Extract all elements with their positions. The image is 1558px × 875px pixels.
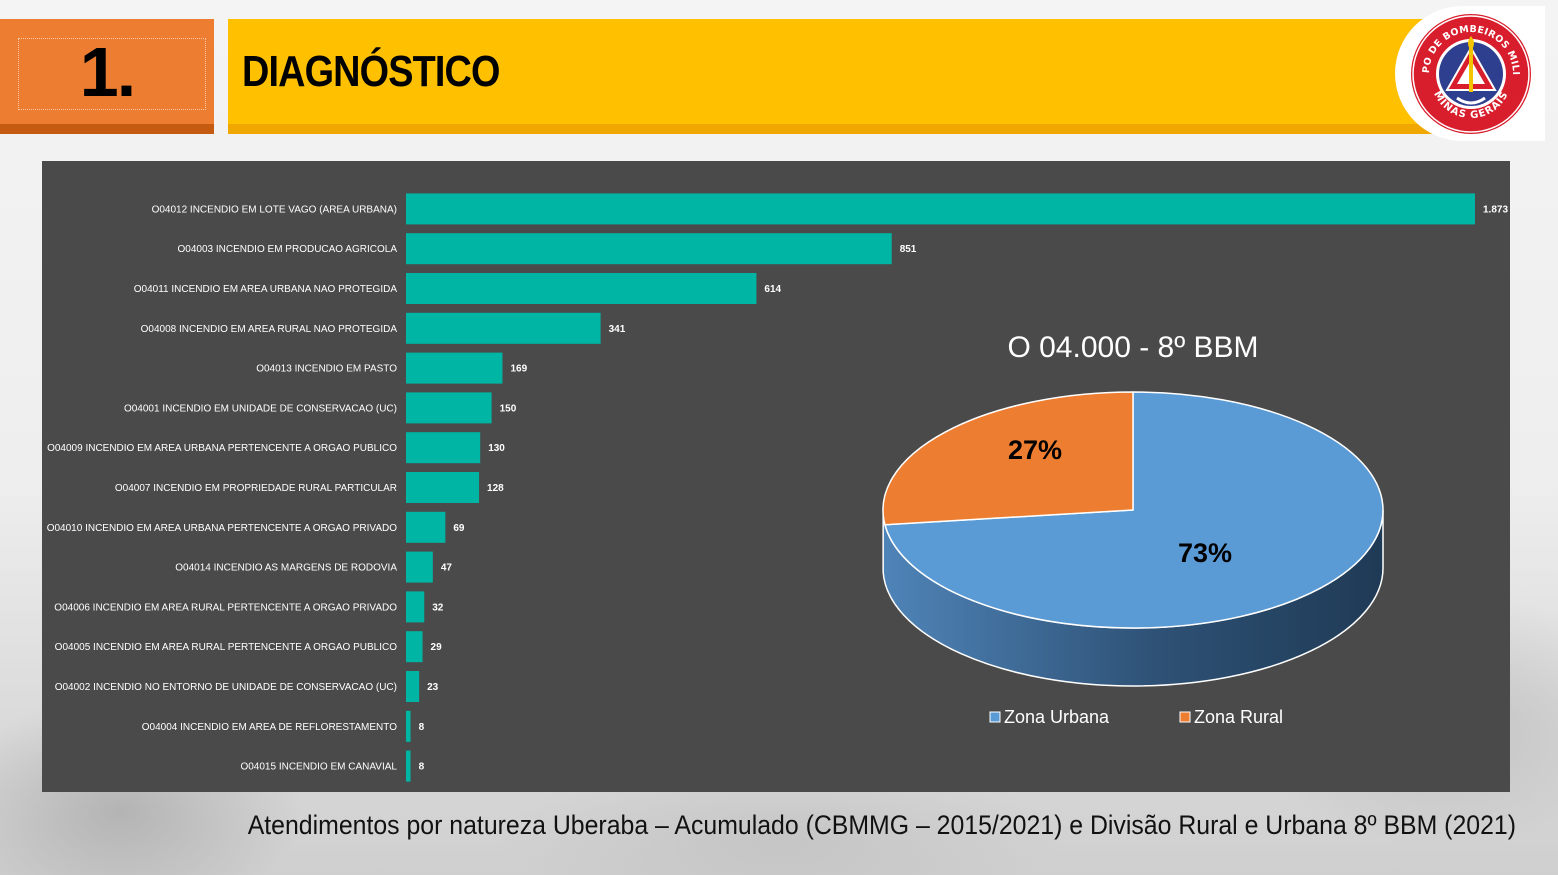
bar — [406, 710, 411, 742]
bar-value-label: 69 — [453, 523, 465, 534]
bar-value-label: 169 — [510, 364, 527, 375]
bar-value-label: 1.873 — [1483, 204, 1508, 215]
bar — [406, 193, 1475, 225]
bar-category-label: O04009 INCENDIO EM AREA URBANA PERTENCEN… — [47, 443, 397, 454]
bar-category-label: O04002 INCENDIO NO ENTORNO DE UNIDADE DE… — [55, 682, 397, 693]
bar-category-label: O04006 INCENDIO EM AREA RURAL PERTENCENT… — [54, 602, 397, 613]
bar-value-label: 614 — [764, 284, 781, 295]
legend-label: Zona Urbana — [1004, 707, 1110, 727]
bar — [406, 312, 601, 344]
bar-chart: O04012 INCENDIO EM LOTE VAGO (AREA URBAN… — [47, 193, 1508, 782]
pie-slice — [884, 391, 1384, 629]
bar — [406, 392, 492, 424]
bar-value-label: 47 — [441, 563, 453, 574]
bar-category-label: O04007 INCENDIO EM PROPRIEDADE RURAL PAR… — [115, 483, 397, 494]
bar-category-label: O04013 INCENDIO EM PASTO — [256, 364, 397, 375]
bar-category-label: O04001 INCENDIO EM UNIDADE DE CONSERVACA… — [124, 403, 397, 414]
pie-legend: Zona Urbana Zona Rural — [989, 707, 1283, 727]
bar-value-label: 8 — [419, 762, 425, 773]
charts-svg: O04012 INCENDIO EM LOTE VAGO (AREA URBAN… — [47, 193, 1508, 782]
cbmmg-emblem-icon: CORPO DE BOMBEIROS MILITAR MINAS GERAIS — [1409, 12, 1531, 134]
bar-category-label: O04010 INCENDIO EM AREA URBANA PERTENCEN… — [47, 523, 398, 534]
legend-label: Zona Rural — [1194, 707, 1283, 727]
bar — [406, 671, 420, 702]
bar-category-label: O04015 INCENDIO EM CANAVIAL — [240, 762, 397, 773]
bar-category-label: O04011 INCENDIO EM AREA URBANA NAO PROTE… — [134, 284, 398, 295]
bar-category-label: O04003 INCENDIO EM PRODUCAO AGRICOLA — [177, 244, 397, 255]
bar-value-label: 29 — [431, 642, 443, 653]
bar-value-label: 150 — [500, 403, 517, 414]
pie-data-label: 27% — [1008, 435, 1062, 465]
bar — [406, 591, 425, 623]
bar-value-label: 130 — [488, 443, 505, 454]
bar-category-label: O04005 INCENDIO EM AREA RURAL PERTENCENT… — [55, 642, 398, 653]
bar — [406, 472, 480, 503]
bar — [406, 551, 433, 583]
bar-value-label: 23 — [427, 682, 439, 693]
bar — [406, 352, 503, 384]
bar — [406, 631, 423, 663]
chart-panel: O04012 INCENDIO EM LOTE VAGO (AREA URBAN… — [42, 161, 1510, 792]
pie-slice — [882, 391, 1134, 526]
pie-chart: O 04.000 - 8º BBM 73%27% Zona Urbana Zona… — [882, 331, 1384, 727]
section-title-bar: DIAGNÓSTICO — [228, 19, 1478, 134]
bar-category-label: O04008 INCENDIO EM AREA RURAL NAO PROTEG… — [141, 324, 398, 335]
bar — [406, 511, 446, 543]
legend-swatch — [989, 711, 1001, 723]
figure-caption: Atendimentos por natureza Uberaba – Acum… — [247, 810, 1516, 840]
bar-value-label: 128 — [487, 483, 504, 494]
legend-swatch — [1179, 711, 1191, 723]
section-title: DIAGNÓSTICO — [242, 46, 500, 96]
pie-title: O 04.000 - 8º BBM — [1007, 331, 1258, 364]
bar — [406, 432, 481, 464]
pie-data-label: 73% — [1178, 538, 1232, 568]
bar-value-label: 851 — [900, 244, 917, 255]
bar-value-label: 8 — [419, 722, 425, 733]
bar-value-label: 341 — [609, 324, 626, 335]
section-number-box: 1. — [0, 19, 214, 134]
bar — [406, 273, 757, 304]
section-number: 1. — [79, 32, 136, 111]
logo-container: CORPO DE BOMBEIROS MILITAR MINAS GERAIS — [1395, 6, 1545, 141]
section-number-frame — [18, 38, 206, 110]
bar-category-label: O04014 INCENDIO AS MARGENS DE RODOVIA — [175, 563, 397, 574]
bar-category-label: O04004 INCENDIO EM AREA DE REFLORESTAMEN… — [142, 722, 397, 733]
bar — [406, 233, 892, 265]
bar — [406, 750, 411, 782]
bar-value-label: 32 — [432, 602, 444, 613]
bar-category-label: O04012 INCENDIO EM LOTE VAGO (AREA URBAN… — [152, 204, 397, 215]
